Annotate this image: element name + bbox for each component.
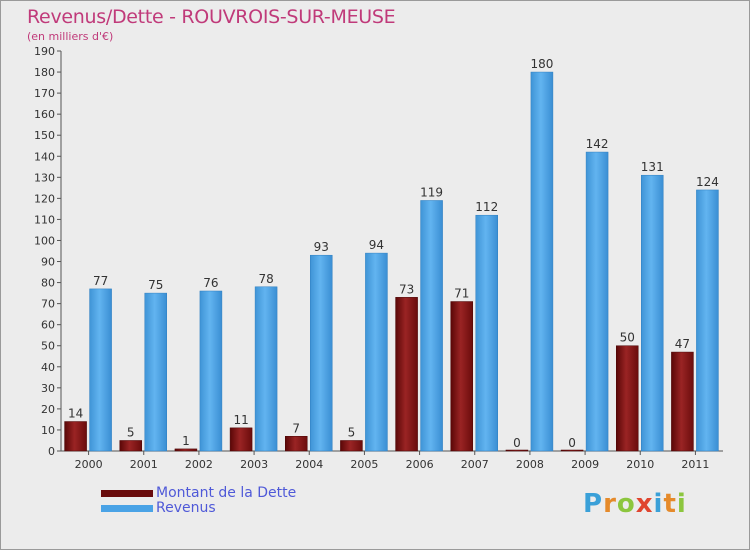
x-tick-label: 2001 [130,458,158,471]
bar-debt [64,421,87,452]
bar-revenue [89,288,112,452]
y-tick-label: 30 [41,382,55,395]
data-label-revenue: 75 [148,278,163,292]
data-label-revenue: 94 [369,238,384,252]
legend-swatch-debt [101,490,153,497]
x-tick-label: 2007 [461,458,489,471]
bar-debt [340,440,363,452]
legend-label-revenue: Revenus [156,500,216,516]
data-label-revenue: 78 [258,272,273,286]
bar-debt [395,297,418,452]
y-tick-label: 50 [41,340,55,353]
x-tick-label: 2006 [406,458,434,471]
data-label-revenue: 131 [641,160,664,174]
legend-swatch-revenue [101,505,153,512]
y-tick-label: 120 [34,192,55,205]
y-tick-label: 60 [41,319,55,332]
y-tick-label: 150 [34,129,55,142]
bar-debt [119,440,142,452]
data-label-debt: 0 [568,436,576,450]
bar-revenue [585,151,609,452]
y-tick-label: 80 [41,277,55,290]
data-label-revenue: 112 [475,200,498,214]
chart-title: Revenus/Dette - ROUVROIS-SUR-MEUSE [27,6,396,28]
data-label-revenue: 180 [530,57,553,71]
bar-debt [560,449,584,452]
x-tick-label: 2000 [75,458,103,471]
data-label-debt: 47 [675,337,690,351]
bar-revenue [310,254,333,452]
y-tick-label: 110 [34,213,55,226]
y-tick-label: 70 [41,298,55,311]
bar-revenue [254,286,278,452]
data-label-revenue: 76 [203,276,218,290]
x-tick-label: 2002 [185,458,213,471]
bar-debt [505,449,529,452]
bar-debt [671,351,694,452]
chart-subtitle: (en milliers d'€) [27,30,114,43]
y-tick-label: 160 [34,108,55,121]
x-tick-label: 2005 [350,458,378,471]
bar-debt [229,427,253,452]
data-label-debt: 5 [348,425,356,439]
bar-debt [450,301,473,452]
y-tick-label: 130 [34,171,55,184]
legend-label-debt: Montant de la Dette [156,485,297,501]
x-axis: 2000 2001 2002 2003 2004 2005 2006 2007 2008 2009… [61,450,723,471]
data-label-debt: 50 [620,331,635,345]
y-tick-label: 190 [34,45,55,58]
data-labels: 14 77 5 75 1 76 11 78 7 93 5 94 73 119 71 112 0 180 0 142 50… [68,57,719,450]
data-label-debt: 73 [399,282,414,296]
data-label-debt: 1 [182,434,190,448]
y-tick-label: 40 [41,361,55,374]
bar-revenue [475,214,498,452]
y-tick-label: 170 [34,87,55,100]
data-label-debt: 11 [233,413,248,427]
bar-revenue [420,200,443,452]
bars [64,71,719,452]
y-tick-label: 90 [41,256,55,269]
y-tick-label: 100 [34,234,55,247]
data-label-revenue: 119 [420,185,443,199]
data-label-debt: 71 [454,287,469,301]
bar-revenue [530,71,554,452]
proxiti-logo: Proxiti [583,489,687,519]
bar-revenue [144,292,167,452]
bar-revenue [199,290,223,452]
x-tick-label: 2008 [516,458,544,471]
x-tick-label: 2004 [295,458,323,471]
data-label-debt: 7 [292,421,300,435]
x-tick-label: 2010 [626,458,654,471]
bar-revenue [696,189,719,452]
data-label-revenue: 124 [696,175,719,189]
bar-debt [616,345,639,452]
y-tick-label: 140 [34,150,55,163]
bar-debt [285,436,308,452]
data-label-revenue: 77 [93,274,108,288]
bar-revenue [365,252,388,452]
x-tick-label: 2011 [681,458,709,471]
y-tick-label: 10 [41,424,55,437]
data-label-revenue: 142 [586,137,609,151]
y-tick-label: 0 [48,445,55,458]
bar-debt [174,448,198,452]
data-label-debt: 5 [127,425,135,439]
x-tick-label: 2009 [571,458,599,471]
y-tick-label: 180 [34,66,55,79]
data-label-debt: 0 [513,436,521,450]
data-label-debt: 14 [68,407,83,421]
bar-revenue [641,174,664,452]
y-tick-label: 20 [41,403,55,416]
data-label-revenue: 93 [314,240,329,254]
y-axis: 0 10 20 30 40 50 60 70 80 90 100 110 120 130 140 150 160… [34,45,62,458]
x-tick-label: 2003 [240,458,268,471]
